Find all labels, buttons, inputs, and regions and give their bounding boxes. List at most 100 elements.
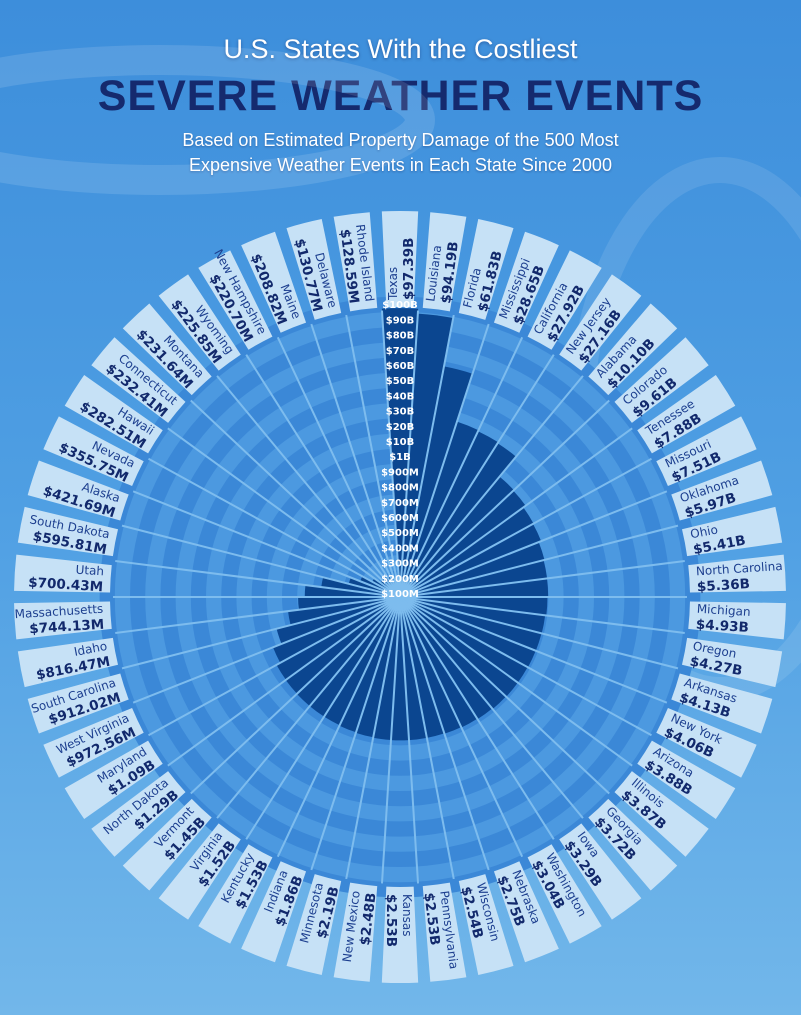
separator-ray	[190, 596, 401, 795]
separator-ray	[345, 596, 401, 880]
separator-ray	[399, 310, 420, 598]
state-label: Kansas$2.53B	[383, 894, 414, 947]
label-box	[381, 886, 419, 983]
label-box	[14, 601, 112, 640]
bar-kentucky	[324, 597, 400, 726]
bar-vermont	[296, 597, 400, 707]
label-box	[422, 882, 467, 982]
axis-tick-label: $700M	[381, 498, 419, 509]
label-box	[64, 375, 163, 454]
label-box	[241, 861, 307, 963]
label-box	[381, 211, 419, 308]
state-label: Utah$700.43M	[28, 563, 105, 596]
separator-ray	[115, 560, 401, 598]
label-box	[422, 212, 467, 312]
axis-tick-label: $300M	[381, 559, 419, 570]
state-label: Massachusetts$744.13M	[14, 602, 105, 638]
state-label: South Dakota$595.81M	[28, 512, 110, 558]
bar-illinois	[400, 597, 518, 697]
state-label: New Mexico$2.48B	[340, 890, 380, 963]
label-box	[458, 874, 514, 975]
separator-ray	[399, 524, 679, 598]
state-name: Idaho	[73, 639, 108, 659]
bar-arizona	[400, 597, 528, 683]
label-box	[43, 416, 144, 487]
bar-washington	[400, 597, 478, 728]
separator-ray	[399, 314, 455, 598]
axis-tick-label: $900M	[381, 467, 419, 478]
label-box	[671, 673, 773, 734]
state-label: Wisconsin$2.54B	[457, 881, 502, 943]
label-box	[158, 823, 241, 920]
separator-ray	[148, 457, 401, 598]
separator-ray	[167, 596, 401, 767]
separator-ray	[399, 596, 455, 880]
bar-kansas	[390, 597, 410, 741]
separator-ray	[310, 596, 401, 871]
separator-ray	[216, 596, 401, 819]
separator-ray	[399, 596, 584, 819]
subtitle-line-1: Based on Estimated Property Damage of th…	[182, 130, 619, 150]
state-value: $2.53B	[420, 892, 443, 947]
separator-ray	[121, 596, 401, 670]
label-box	[493, 231, 559, 333]
state-name: Utah	[75, 563, 104, 579]
axis-tick-label: $20B	[386, 422, 415, 433]
axis-tick-label: $70B	[386, 346, 415, 357]
label-box	[559, 274, 642, 371]
separator-ray	[399, 596, 668, 704]
state-value: $744.13M	[29, 617, 105, 638]
label-box	[681, 637, 783, 688]
separator-ray	[399, 596, 524, 858]
label-box	[122, 798, 212, 891]
axis-tick-label: $60B	[386, 361, 415, 372]
separator-ray	[132, 596, 401, 704]
axis-tick-label: $80B	[386, 331, 415, 342]
label-box	[286, 219, 342, 320]
separator-ray	[399, 596, 685, 634]
label-box	[158, 274, 241, 371]
separator-ray	[310, 323, 401, 598]
swirl-decoration	[0, 45, 435, 195]
label-box	[17, 506, 119, 557]
separator-ray	[399, 596, 555, 840]
axis-tick-label: $1B	[389, 452, 411, 463]
separator-ray	[345, 314, 401, 598]
state-name: Massachusetts	[14, 602, 103, 622]
separator-ray	[148, 596, 401, 737]
label-box	[688, 601, 786, 640]
separator-ray	[276, 596, 401, 858]
state-value: $700.43M	[28, 575, 104, 596]
separator-ray	[399, 596, 610, 795]
label-box	[43, 707, 144, 778]
bar-virginia	[309, 597, 400, 717]
separator-ray	[121, 524, 401, 598]
label-box	[493, 861, 559, 963]
label-box	[91, 771, 186, 857]
separator-ray	[167, 427, 401, 598]
axis-tick-label: $800M	[381, 483, 419, 494]
label-box	[198, 844, 273, 944]
bar-georgia	[400, 597, 506, 710]
bar-north-dakota	[285, 597, 400, 694]
state-value: $4.93B	[695, 617, 749, 636]
separator-ray	[399, 560, 685, 598]
label-box	[527, 844, 602, 944]
state-label: Michigan$4.93B	[695, 602, 751, 636]
axis-tick-label: $200M	[381, 574, 419, 585]
label-box	[458, 219, 514, 320]
separator-ray	[216, 375, 401, 598]
state-label: Louisiana$94.19B	[423, 241, 462, 305]
subtitle-line-2: Expensive Weather Events in Each State S…	[189, 155, 612, 175]
label-box	[614, 771, 709, 857]
label-box	[588, 303, 678, 396]
label-box	[17, 637, 119, 688]
label-box	[637, 740, 736, 819]
label-box	[559, 823, 642, 920]
separator-ray	[399, 596, 490, 871]
label-box	[27, 460, 129, 521]
state-value: $2.48B	[357, 892, 380, 947]
separator-ray	[399, 375, 584, 598]
label-box	[656, 416, 757, 487]
separator-ray	[399, 323, 490, 598]
